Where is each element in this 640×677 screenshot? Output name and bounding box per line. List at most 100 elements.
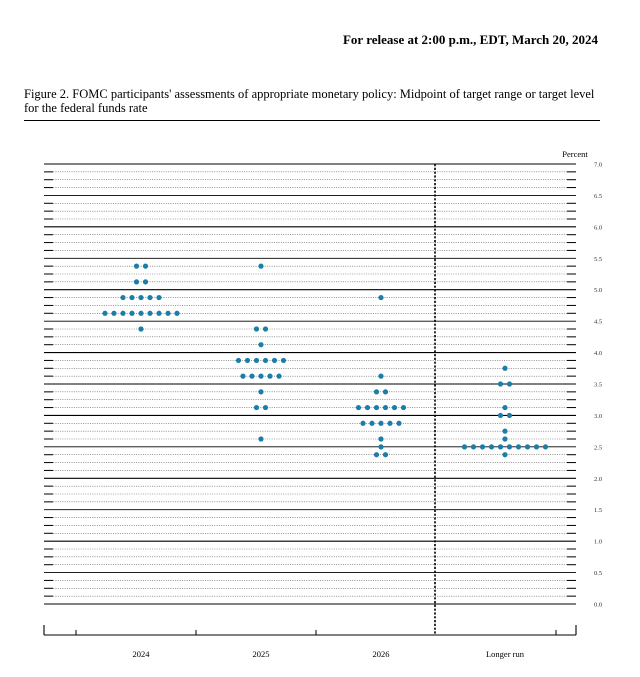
data-point [542, 444, 549, 450]
data-point [235, 357, 242, 364]
data-point [378, 420, 384, 426]
data-point [373, 452, 380, 458]
data-point [142, 279, 149, 285]
data-point [364, 404, 371, 411]
data-point [120, 310, 126, 316]
data-point [502, 365, 508, 371]
data-point [258, 373, 264, 379]
data-point [497, 412, 504, 419]
data-point [400, 404, 407, 411]
data-point [497, 444, 504, 450]
axes [43, 164, 577, 636]
data-point [111, 310, 117, 316]
data-point [369, 420, 375, 426]
data-point [360, 420, 366, 426]
data-point [147, 310, 153, 316]
data-point [138, 310, 144, 316]
data-point [387, 420, 393, 426]
data-point [133, 263, 140, 269]
y-tick-label: 2.0 [594, 476, 602, 483]
data-point [373, 404, 380, 411]
labels: 7.0 6.5 6.0 5.5 5.0 4.5 4.0 3.5 3.0 2.5 2.0 1.5 1.0 0… [133, 149, 603, 659]
data-point [382, 389, 389, 395]
data-point [502, 452, 508, 458]
y-tick-label: 3.0 [594, 413, 602, 420]
data-point [461, 444, 468, 450]
x-category-label: 2026 [373, 649, 390, 659]
data-point [258, 342, 264, 348]
data-point [515, 444, 522, 450]
data-point [253, 357, 260, 364]
x-category-label: 2024 [133, 649, 151, 659]
data-point [120, 294, 126, 301]
release-note: For release at 2:00 p.m., EDT, March 20,… [342, 32, 598, 47]
y-tick-label: 2.5 [594, 444, 602, 451]
data-point [382, 452, 389, 458]
data-point [138, 294, 144, 301]
data-point [378, 294, 384, 301]
data-point [244, 357, 251, 364]
data-point [378, 373, 384, 379]
data-point [129, 310, 135, 316]
data-point [174, 310, 180, 316]
data-point [258, 436, 264, 442]
data-point [142, 263, 149, 269]
data-point [133, 279, 140, 285]
data-point [506, 412, 513, 419]
data-point [102, 310, 108, 316]
data-point [497, 381, 504, 387]
data-point [373, 389, 380, 395]
data-point [258, 263, 264, 269]
data-point [156, 294, 162, 301]
y-tick-label: 6.0 [594, 224, 602, 231]
data-point [280, 357, 287, 364]
data-point [502, 436, 508, 442]
data-point [271, 357, 278, 364]
data-point [165, 310, 171, 316]
data-point [253, 404, 260, 411]
y-tick-label: 4.5 [594, 319, 602, 326]
figure-caption: Figure 2. FOMC participants' assessments… [24, 87, 595, 115]
y-tick-label: 3.5 [594, 382, 602, 389]
y-tick-label: 6.5 [594, 193, 602, 200]
data-point [147, 294, 153, 301]
y-tick-label: 5.0 [594, 287, 602, 294]
data-point [262, 404, 269, 411]
data-point [396, 420, 402, 426]
y-tick-label: 0.0 [594, 602, 602, 609]
caption-rule [24, 120, 600, 121]
x-category-label: 2025 [253, 649, 270, 659]
data-point [156, 310, 162, 316]
data-point [249, 373, 255, 379]
y-tick-label: 5.5 [594, 256, 602, 263]
data-point [129, 294, 135, 301]
data-point [378, 436, 384, 442]
dots [102, 263, 549, 458]
data-point [506, 444, 513, 450]
data-point [258, 389, 264, 395]
data-point [262, 357, 269, 364]
data-point [502, 404, 508, 411]
y-axis-label: Percent [562, 149, 588, 159]
data-point [488, 444, 495, 450]
x-category-label: Longer run [486, 649, 525, 659]
y-tick-label: 0.5 [594, 570, 602, 577]
data-point [378, 444, 384, 450]
data-point [533, 444, 540, 450]
data-point [276, 373, 282, 379]
data-point [470, 444, 477, 450]
data-point [240, 373, 246, 379]
y-tick-label: 7.0 [594, 162, 602, 169]
data-point [479, 444, 486, 450]
data-point [355, 404, 362, 411]
data-point [391, 404, 398, 411]
y-tick-label: 1.0 [594, 539, 602, 546]
grid-lines [44, 163, 576, 605]
y-tick-label: 1.5 [594, 507, 602, 514]
data-point [524, 444, 531, 450]
y-tick-label: 4.0 [594, 350, 602, 357]
data-point [506, 381, 513, 387]
data-point [382, 404, 389, 411]
data-point [253, 326, 260, 332]
